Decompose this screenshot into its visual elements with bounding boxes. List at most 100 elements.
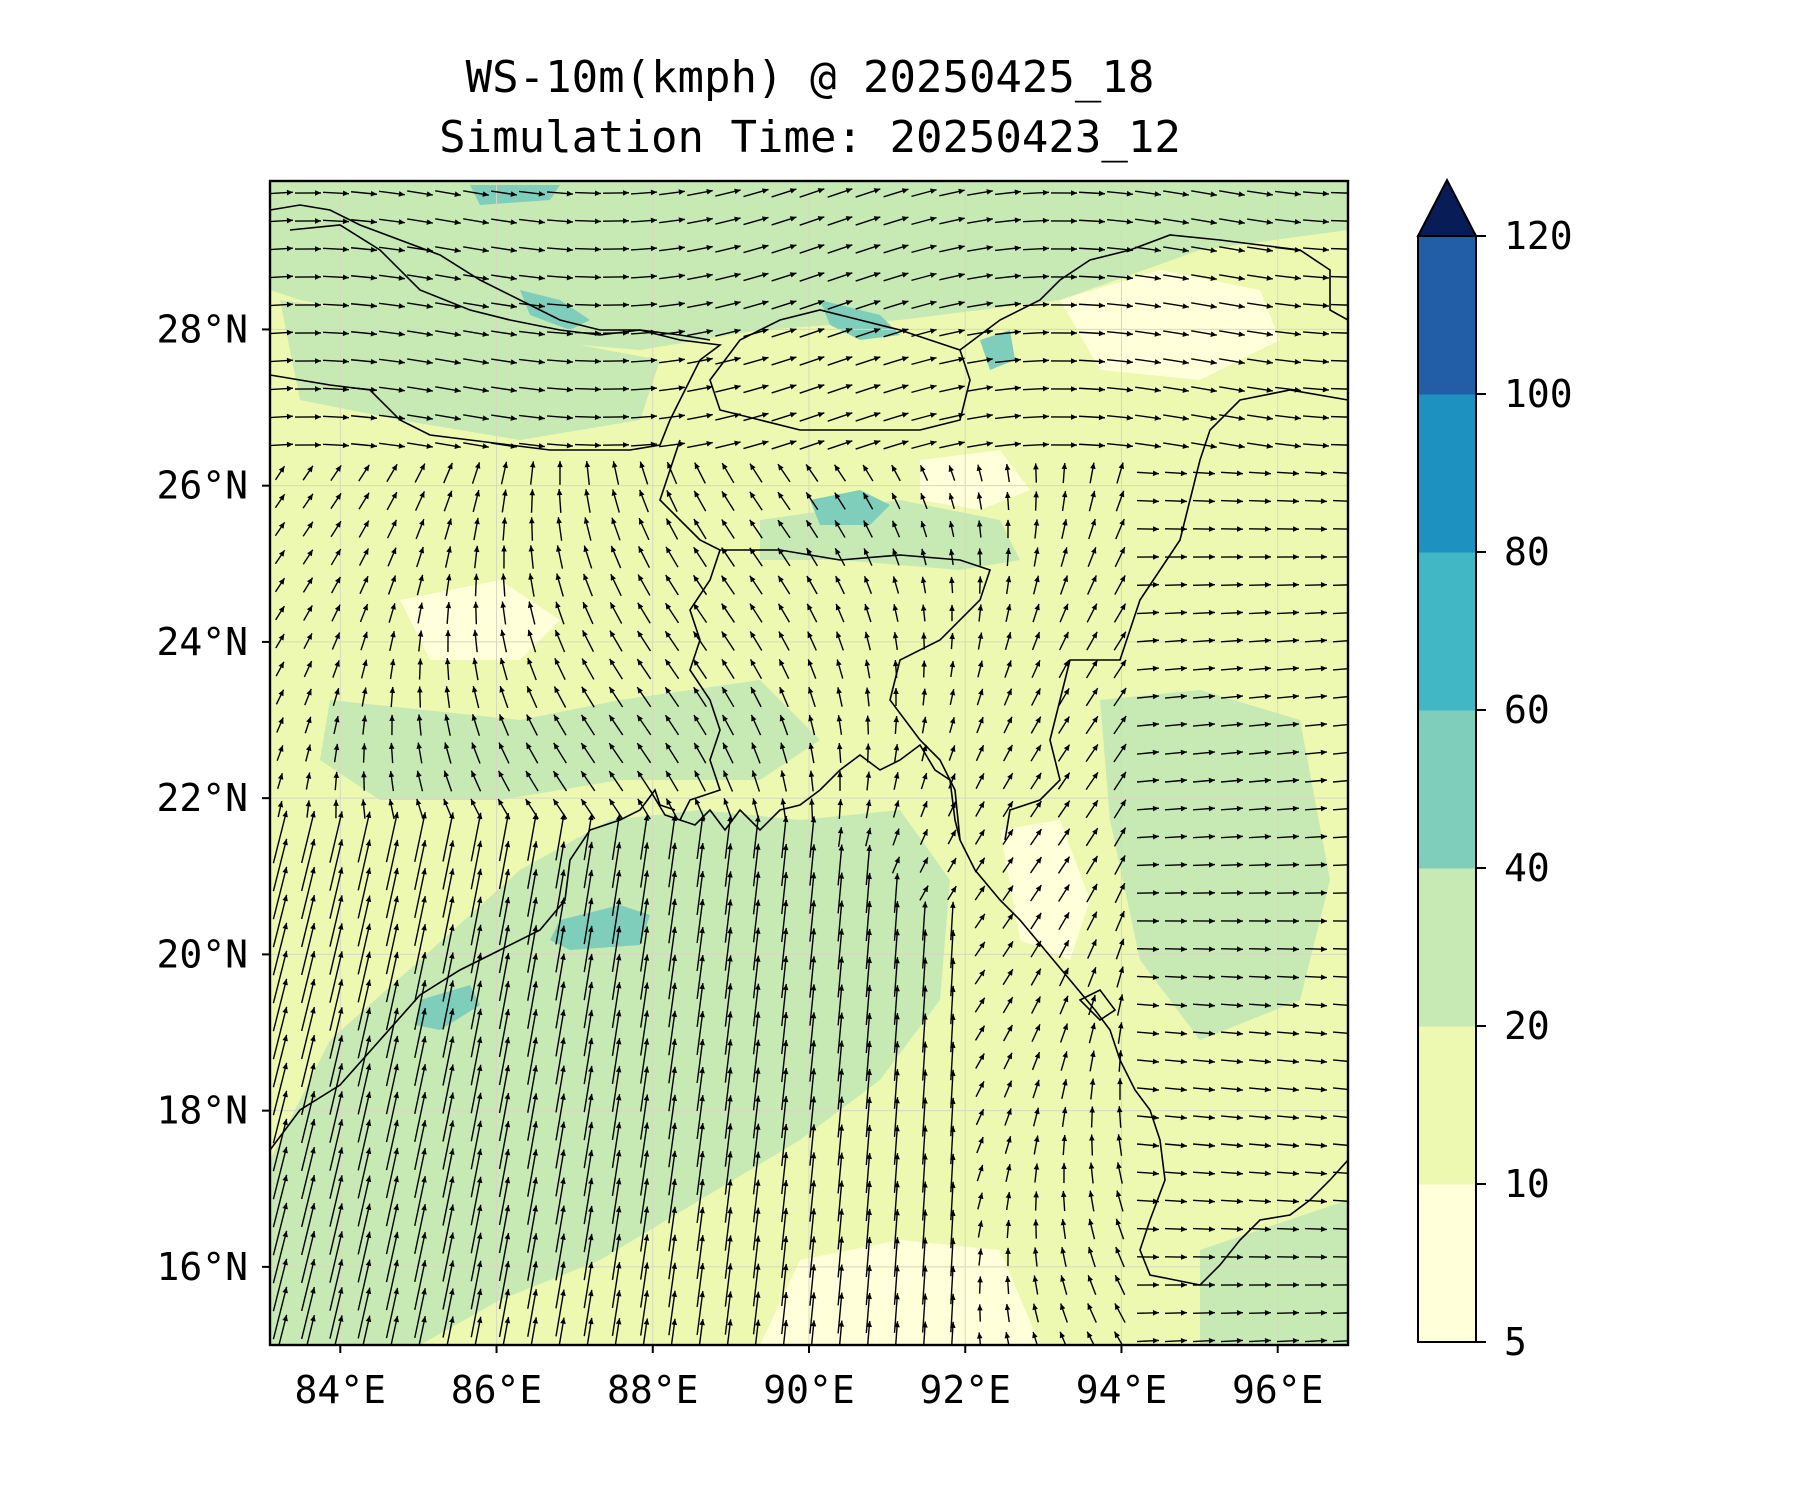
wind-arrow [724, 1011, 733, 1055]
wind-arrow [922, 1321, 928, 1345]
wind-arrow [639, 461, 649, 485]
wind-arrow [724, 871, 733, 915]
wind-arrow [612, 461, 620, 485]
colorbar-segment [1418, 710, 1476, 869]
wind-arrow [407, 246, 433, 253]
wind-arrow [976, 1332, 983, 1345]
wind-arrow [1191, 358, 1217, 365]
wind-arrow [329, 951, 344, 1003]
wind-arrow [865, 715, 871, 735]
wind-arrow [639, 982, 650, 1028]
wind-arrow [1192, 1114, 1216, 1121]
wind-arrow [947, 801, 957, 817]
wind-arrow [1276, 862, 1300, 868]
lat-tick-label: 24°N [156, 620, 248, 664]
wind-arrow [1022, 273, 1050, 280]
wind-arrow [939, 188, 965, 197]
wind-arrow [415, 518, 425, 540]
colorbar-segment [1418, 1184, 1476, 1343]
wind-arrow [1116, 1162, 1123, 1184]
wind-arrow [1060, 547, 1068, 567]
wind-arrow [1114, 1274, 1126, 1296]
wind-arrow [435, 414, 461, 421]
wind-arrow [300, 1202, 316, 1256]
wind-arrow [385, 1147, 399, 1199]
wind-arrow [939, 440, 965, 449]
wind-arrow [1220, 862, 1244, 868]
wind-arrow [637, 798, 651, 820]
wind-arrow [805, 464, 819, 482]
wind-arrow [1057, 828, 1071, 846]
wind-arrow [602, 442, 630, 448]
wind-arrow [1332, 1115, 1348, 1119]
wind-arrow [610, 573, 622, 597]
wind-arrow [611, 926, 622, 972]
wind-arrow [470, 1064, 483, 1114]
wind-arrow [1164, 890, 1188, 896]
wind-arrow [1004, 1136, 1012, 1154]
wind-arrow [1050, 190, 1078, 196]
wind-arrow [721, 519, 735, 539]
wind-arrow [1113, 687, 1127, 707]
wind-arrow [668, 1038, 678, 1084]
wind-arrow [799, 244, 825, 254]
lon-tick-label: 88°E [607, 1368, 699, 1412]
wind-arrow [555, 1009, 566, 1057]
wind-arrow [385, 1175, 399, 1227]
wind-arrow [1087, 575, 1097, 595]
wind-arrow [827, 356, 853, 366]
wind-arrow [1136, 582, 1160, 588]
wind-arrow [809, 1124, 817, 1166]
wind-arrow [749, 463, 763, 483]
wind-arrow [1059, 1023, 1069, 1043]
wind-arrow [1192, 1170, 1216, 1177]
wind-arrow [558, 1317, 566, 1345]
wind-arrow [470, 1232, 483, 1282]
wind-arrow [470, 924, 483, 974]
wind-arrow [781, 1151, 789, 1195]
wind-arrow [388, 798, 395, 820]
wind-arrow [1033, 1163, 1040, 1183]
wind-arrow [1106, 386, 1134, 393]
wind-arrow [586, 1317, 594, 1345]
wind-arrow [526, 685, 538, 709]
wind-arrow [414, 1232, 427, 1282]
wind-arrow [303, 605, 313, 621]
wind-arrow [1114, 1303, 1126, 1323]
wind-arrow [639, 1178, 650, 1224]
wind-arrow [329, 839, 344, 891]
wind-arrow [1113, 827, 1127, 847]
wind-arrow [668, 1234, 678, 1280]
wind-arrow [891, 492, 901, 510]
wind-arrow [1192, 609, 1216, 616]
wind-arrow [529, 489, 536, 513]
wind-arrow [1136, 693, 1160, 700]
wind-arrow [1031, 688, 1041, 706]
wind-arrow [574, 246, 602, 253]
wind-arrow [1089, 1050, 1096, 1072]
wind-arrow [583, 545, 593, 569]
wind-arrow [724, 955, 733, 999]
wind-arrow [1330, 275, 1348, 278]
wind-arrow [361, 687, 368, 707]
wind-arrow [696, 1122, 705, 1168]
wind-arrow [1220, 1002, 1244, 1009]
wind-arrow [838, 1320, 845, 1345]
wind-arrow [294, 386, 322, 392]
wind-arrow [529, 517, 535, 541]
wind-arrow [1304, 1198, 1328, 1205]
wind-arrow [1304, 1310, 1328, 1316]
wind-arrow [715, 328, 741, 337]
wind-arrow [883, 412, 909, 422]
wind-arrow [1117, 1078, 1123, 1100]
wind-arrow [1219, 302, 1245, 309]
wind-arrow [749, 547, 763, 567]
wind-arrow [584, 461, 591, 485]
wind-arrow [614, 1318, 622, 1345]
wind-arrow [855, 412, 881, 422]
wind-arrow [1114, 882, 1126, 904]
wind-arrow [525, 742, 539, 764]
wind-arrow [1106, 274, 1134, 281]
wind-arrow [584, 489, 591, 513]
